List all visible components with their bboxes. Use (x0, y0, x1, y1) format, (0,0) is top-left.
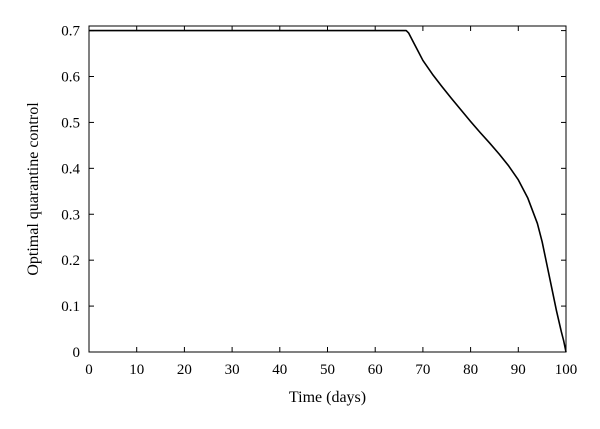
y-axis-label: Optimal quarantine control (25, 102, 42, 276)
x-tick-label: 80 (463, 362, 478, 378)
y-tick-label: 0.2 (61, 253, 80, 269)
y-tick-label: 0.7 (61, 24, 80, 40)
series-group (89, 29, 567, 353)
x-tick-label: 60 (368, 362, 383, 378)
x-tick-label: 100 (555, 362, 578, 378)
y-tick-label: 0.4 (61, 161, 80, 177)
y-tick-label: 0.5 (61, 115, 80, 131)
y-tick-label: 0.3 (61, 207, 80, 223)
axis-ticks: 0 10 20 30 40 50 60 70 80 90 100 0 0.1 0.2 0.3 0.4 0.5 0.… (61, 24, 577, 378)
series-line (89, 29, 567, 353)
x-tick-label: 70 (415, 362, 430, 378)
plot-frame (88, 25, 567, 353)
x-tick-label: 40 (272, 362, 287, 378)
y-tick-label: 0 (73, 345, 81, 361)
x-tick-label: 20 (177, 362, 192, 378)
y-tick-label: 0.6 (61, 70, 80, 86)
y-tick-label: 0.1 (61, 299, 80, 315)
x-axis-label: Time (days) (289, 389, 366, 406)
x-tick-label: 30 (225, 362, 240, 378)
x-tick-label: 50 (320, 362, 335, 378)
x-tick-label: 10 (129, 362, 144, 378)
x-tick-label: 90 (511, 362, 526, 378)
x-tick-label: 0 (85, 362, 93, 378)
